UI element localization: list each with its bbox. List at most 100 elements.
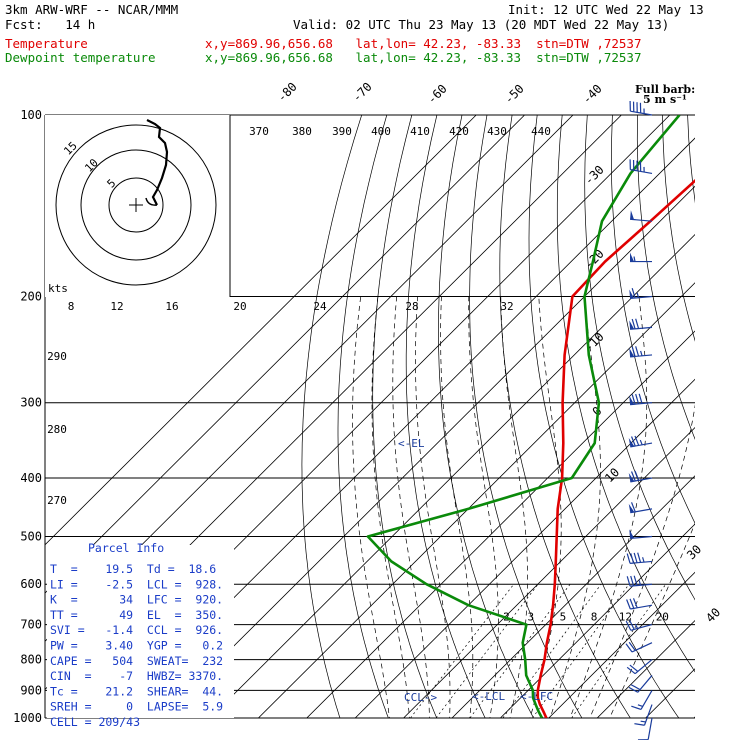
wind-barb-feather — [632, 598, 638, 609]
wind-barb — [628, 675, 653, 693]
ccl-marker: CCL-> — [404, 691, 437, 704]
wind-barb — [629, 100, 653, 116]
wind-barb — [629, 288, 653, 300]
wind-barb-staff — [634, 659, 653, 675]
isotherm-line — [645, 668, 695, 718]
dry-adiabat-line — [713, 115, 740, 731]
theta-label: 400 — [371, 125, 391, 138]
wind-barb-feather — [626, 553, 631, 564]
wind-barb-staff — [630, 583, 653, 587]
lfc-marker: <-LFC — [520, 690, 553, 703]
theta-label: 430 — [487, 125, 507, 138]
wind-barb — [626, 552, 653, 564]
temperature-tick-label: -80 — [275, 80, 300, 105]
dry-adiabat-line — [405, 115, 486, 718]
wind-barb-feather — [634, 470, 640, 481]
wind-barb-feather — [631, 394, 636, 405]
parcel-row: PW = 3.40 YGP = 0.2 — [50, 639, 223, 653]
isotherm-line — [596, 619, 695, 718]
moist-adiabat-line — [415, 296, 451, 718]
theta-label: 280 — [47, 423, 67, 436]
parcel-panel-background — [47, 545, 234, 718]
hodograph-ring — [80, 149, 192, 261]
wind-barb — [628, 435, 653, 448]
parcel-info-panel: Parcel Info T = 19.5 Td = 18.6LI = -2.5 L… — [47, 541, 234, 729]
el-marker: <-EL — [398, 437, 425, 450]
parcel-row: CAPE = 504 SWEAT= 232 — [50, 654, 223, 668]
wind-barb-feather — [631, 288, 636, 299]
wind-barb-half-feather — [640, 350, 643, 356]
isotherm-line — [354, 378, 695, 718]
hodograph-trace — [146, 119, 169, 206]
temperature-tick-label: -40 — [580, 82, 605, 107]
pressure-label: 400 — [20, 471, 42, 485]
dry-adiabat-line — [584, 115, 695, 601]
isotherm-line — [45, 115, 525, 594]
wind-barb-flag — [628, 472, 635, 482]
wind-barb-feather — [626, 576, 631, 587]
wind-barb-flag — [629, 289, 635, 299]
theta-label: 370 — [249, 125, 269, 138]
parcel-title: Parcel Info — [88, 541, 164, 555]
init-time: Init: 12 UTC Wed 22 May 13 — [508, 2, 704, 17]
hodograph-speed-label: 32 — [500, 300, 513, 313]
barb-key-label: Full barb: — [635, 83, 695, 96]
wind-barb — [626, 575, 653, 587]
isotherm-line — [257, 282, 695, 718]
wind-barb-feather — [628, 686, 639, 693]
theta-label: 290 — [47, 350, 67, 363]
dry-adiabat-line — [301, 115, 363, 718]
wind-barb — [629, 529, 653, 539]
sounding-traces — [366, 115, 695, 718]
wind-barb-staff — [637, 675, 653, 693]
wind-barb — [629, 346, 653, 358]
wind-barb-feather — [625, 643, 633, 653]
wind-barb-feather — [637, 552, 642, 563]
wind-barb-half-feather — [638, 580, 642, 586]
wind-barb-feather — [635, 393, 640, 405]
wind-barbs — [625, 100, 653, 740]
forecast-hour: Fcst: 14 h — [5, 17, 96, 32]
theta-label: 440 — [531, 125, 551, 138]
moist-adiabat-line — [589, 404, 695, 718]
wind-barb-feather — [628, 641, 636, 651]
wind-barb-half-feather — [633, 256, 636, 262]
wind-barb-half-feather — [640, 720, 646, 723]
pressure-label: 100 — [20, 108, 42, 122]
temperature-trace — [536, 178, 695, 718]
mixing-ratio-line — [502, 583, 602, 718]
wind-barb-feather — [626, 599, 631, 610]
theta-label: 390 — [332, 125, 352, 138]
wind-barb-staff — [630, 535, 653, 539]
parcel-row: CELL = 209/43 — [50, 715, 140, 729]
wind-barb-staff — [643, 704, 653, 726]
wind-barb-feather — [633, 575, 638, 586]
temperature-tick-label: -60 — [425, 82, 450, 107]
hodograph-speed-label: 16 — [165, 300, 178, 313]
pressure-label: 300 — [20, 396, 42, 410]
hodograph-speed-label: 24 — [313, 300, 327, 313]
dry-adiabat-line — [499, 115, 631, 718]
wind-barb-flag — [630, 252, 634, 262]
level-markers: <-EL <-LCL <-LFC CCL-> — [398, 437, 553, 704]
parcel-row: K = 34 LFC = 920. — [50, 593, 223, 607]
isotherm-line — [451, 475, 695, 718]
mixing-ratio-label: 8 — [591, 611, 598, 624]
mixing-ratio-label: 3 — [527, 611, 534, 624]
wind-barb-flag — [628, 503, 635, 513]
dry-adiabat-line — [372, 115, 438, 718]
moist-adiabat-line — [392, 296, 430, 718]
wind-barb-flag — [629, 347, 635, 357]
temperature-legend: Temperature — [5, 36, 88, 51]
wind-barb-feather — [630, 471, 636, 482]
parcel-row: CIN = -7 HWBZ= 3370. — [50, 669, 223, 683]
valid-time: Valid: 02 UTC Thu 23 May 13 (20 MDT Wed … — [293, 17, 670, 32]
isotherm-line — [693, 716, 695, 718]
theta-label: 380 — [292, 125, 312, 138]
wind-barb — [630, 252, 652, 263]
parcel-row: TT = 49 EL = 350. — [50, 608, 223, 622]
pressure-label: 900 — [20, 683, 42, 697]
wind-barb-feather — [633, 552, 638, 563]
isotherm-line — [45, 115, 477, 546]
